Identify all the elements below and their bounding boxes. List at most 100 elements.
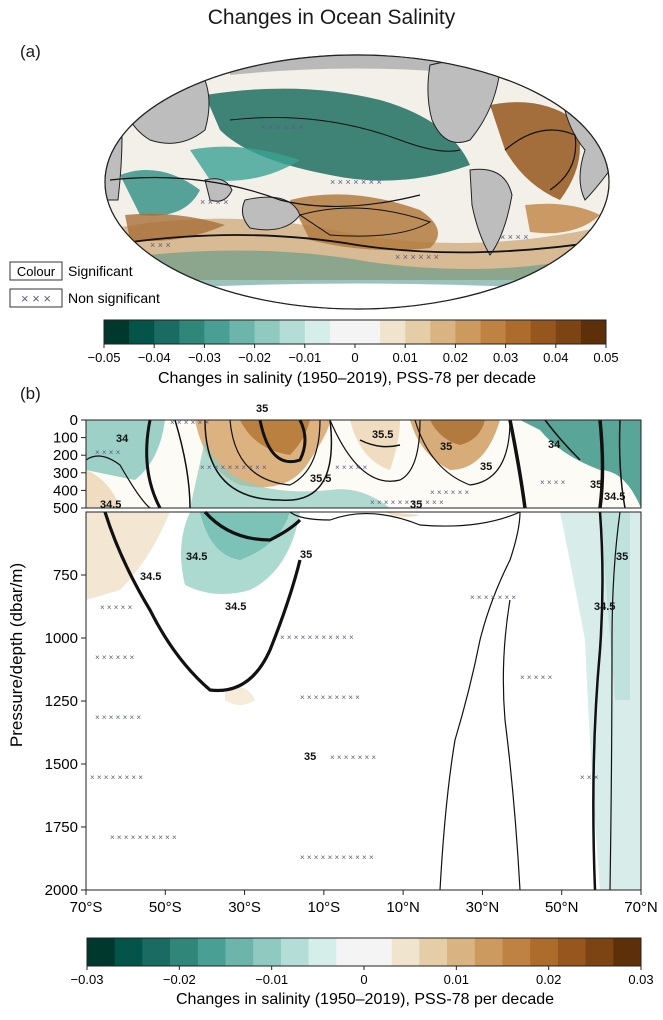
svg-text:× × × × × ×: × × × × × × — [260, 122, 304, 132]
colorbar-bin — [480, 320, 507, 344]
salinity-map: × × × × × × × × × × × × × × × × × × × × … — [9, 54, 610, 310]
y-tick-label: 1750 — [45, 819, 78, 836]
svg-text:× × × × × ×: × × × × × × — [430, 488, 469, 497]
x-tick-label: 50°S — [149, 899, 182, 916]
svg-text:× × × × × × × × × × ×: × × × × × × × × × × × — [280, 633, 354, 642]
colorbar-bin — [254, 320, 281, 344]
colorbar-bin — [336, 938, 365, 966]
colorbar-bin — [447, 938, 476, 966]
y-tick-label: 400 — [53, 482, 78, 499]
colorbar-tick-label: 0.05 — [593, 350, 618, 365]
panel-b-label: (b) — [20, 384, 41, 403]
colorbar-bin — [204, 320, 230, 344]
svg-text:× × × × × × × × ×: × × × × × × × × × — [300, 693, 360, 702]
x-tick-label: 10°S — [308, 899, 341, 916]
y-tick-label: 100 — [53, 430, 78, 447]
legend-nonsignificant-label: Non significant — [68, 290, 160, 306]
svg-text:× × × × × × ×: × × × × × × × — [330, 753, 376, 762]
x-tick-label: 30°N — [466, 899, 500, 916]
contour-label: 34.5 — [140, 571, 161, 583]
colorbar-tick-label: −0.03 — [188, 350, 221, 365]
colorbar-bin — [142, 938, 171, 966]
contour-label: 34 — [548, 439, 561, 451]
contour-label: 35 — [440, 441, 452, 453]
contour-label: 35.5 — [372, 429, 393, 441]
svg-text:× × × × ×: × × × × × — [520, 673, 553, 682]
colorbar-bin — [304, 320, 331, 344]
svg-text:× × ×: × × × — [580, 773, 599, 782]
colorbar-tick-label: −0.05 — [88, 350, 121, 365]
colorbar-bin — [502, 938, 531, 966]
contour-label: 34.5 — [225, 601, 246, 613]
colorbar-tick-label: 0.01 — [393, 350, 418, 365]
colorbar-bin — [430, 320, 456, 344]
colorbar-bin — [419, 938, 448, 966]
contour-label: 35 — [410, 499, 422, 511]
colorbar-bin — [114, 938, 143, 966]
contour-label: 34.5 — [594, 601, 615, 613]
colorbar-bin — [585, 938, 614, 966]
colorbar-bin — [104, 320, 130, 344]
colorbar-bin — [253, 938, 282, 966]
colorbar-tick-label: −0.02 — [238, 350, 271, 365]
legend-significant-label: Significant — [68, 263, 133, 279]
svg-text:× × × ×: × × × × — [200, 197, 229, 207]
colorbar-bin — [474, 938, 503, 966]
contour-label: 35 — [480, 461, 492, 473]
svg-text:× × × × × × ×: × × × × × × × — [330, 177, 382, 187]
section-top-field — [86, 420, 641, 508]
y-axis-label: Pressure/depth (dbar/m) — [7, 563, 26, 747]
contour-label: 35 — [590, 479, 602, 491]
section-contours — [85, 419, 626, 891]
legend-colour-box — [9, 261, 63, 281]
section-top-frame — [85, 419, 642, 509]
svg-text:× × × ×: × × × × — [95, 448, 121, 457]
contour-label: 34.5 — [186, 551, 207, 563]
svg-text:× × × ×: × × × × — [540, 478, 566, 487]
contour-label: 34.5 — [100, 499, 121, 511]
colorbar-bin — [555, 320, 582, 344]
colorbar-bin — [455, 320, 481, 344]
svg-text:× × × × × × × × × ×: × × × × × × × × × × — [110, 833, 177, 842]
colorbar-bin — [87, 938, 116, 966]
colorbar-tick-label: −0.02 — [163, 972, 196, 987]
colorbar-tick-label: −0.03 — [71, 972, 104, 987]
x-tick-label: 50°N — [545, 899, 579, 916]
y-tick-label: 1500 — [45, 756, 78, 773]
contour-label: 35 — [304, 751, 316, 763]
svg-text:× × × × × ×: × × × × × × — [170, 418, 209, 427]
svg-text:× × × × × × ×: × × × × × × × — [95, 713, 141, 722]
y-tick-label: 1000 — [45, 630, 78, 647]
colorbar-tick-label: −0.04 — [138, 350, 171, 365]
colorbar-bin — [380, 320, 406, 344]
svg-text:× × × × × × × ×: × × × × × × × × — [90, 773, 143, 782]
contour-label: 35 — [300, 549, 312, 561]
colorbar-bin — [530, 938, 559, 966]
colorbar-frame — [86, 937, 642, 967]
colorbar-bin — [580, 320, 607, 344]
legend-cross-key: × × × — [21, 291, 51, 306]
colorbar-tick-label: 0.03 — [628, 972, 653, 987]
section-bottom-field — [86, 512, 641, 890]
y-tick-label: 1250 — [45, 693, 78, 710]
svg-text:× × × × × ×: × × × × × × — [95, 653, 134, 662]
colorbar-tick-label: 0 — [360, 972, 367, 987]
svg-text:× × × × × × × × × × ×: × × × × × × × × × × × — [370, 498, 444, 507]
contour-label: 34 — [116, 433, 129, 445]
colorbar-bin — [179, 320, 205, 344]
y-tick-label: 2000 — [45, 882, 78, 899]
colorbar-bin — [505, 320, 532, 344]
chart-title: Changes in Ocean Salinity — [207, 6, 456, 29]
svg-text:× × × ×: × × × × — [500, 232, 529, 242]
y-tick-label: 200 — [53, 447, 78, 464]
colorbar-bin — [391, 938, 420, 966]
x-tick-label: 10°N — [386, 899, 420, 916]
colorbar-bin — [154, 320, 180, 344]
panel-a-label: (a) — [20, 42, 41, 61]
legend-cross-box — [9, 288, 63, 308]
section-axes: 70°S 50°S 30°S 10°S 10°N 30°N 50°N 70°N01002003… — [45, 412, 658, 916]
colorbar-a-bins — [103, 319, 607, 345]
colorbar-bin — [170, 938, 199, 966]
colorbar-tick-label: −0.01 — [255, 972, 288, 987]
map-field: × × × × × × × × × × × × × × × × × × × × … — [105, 55, 609, 309]
